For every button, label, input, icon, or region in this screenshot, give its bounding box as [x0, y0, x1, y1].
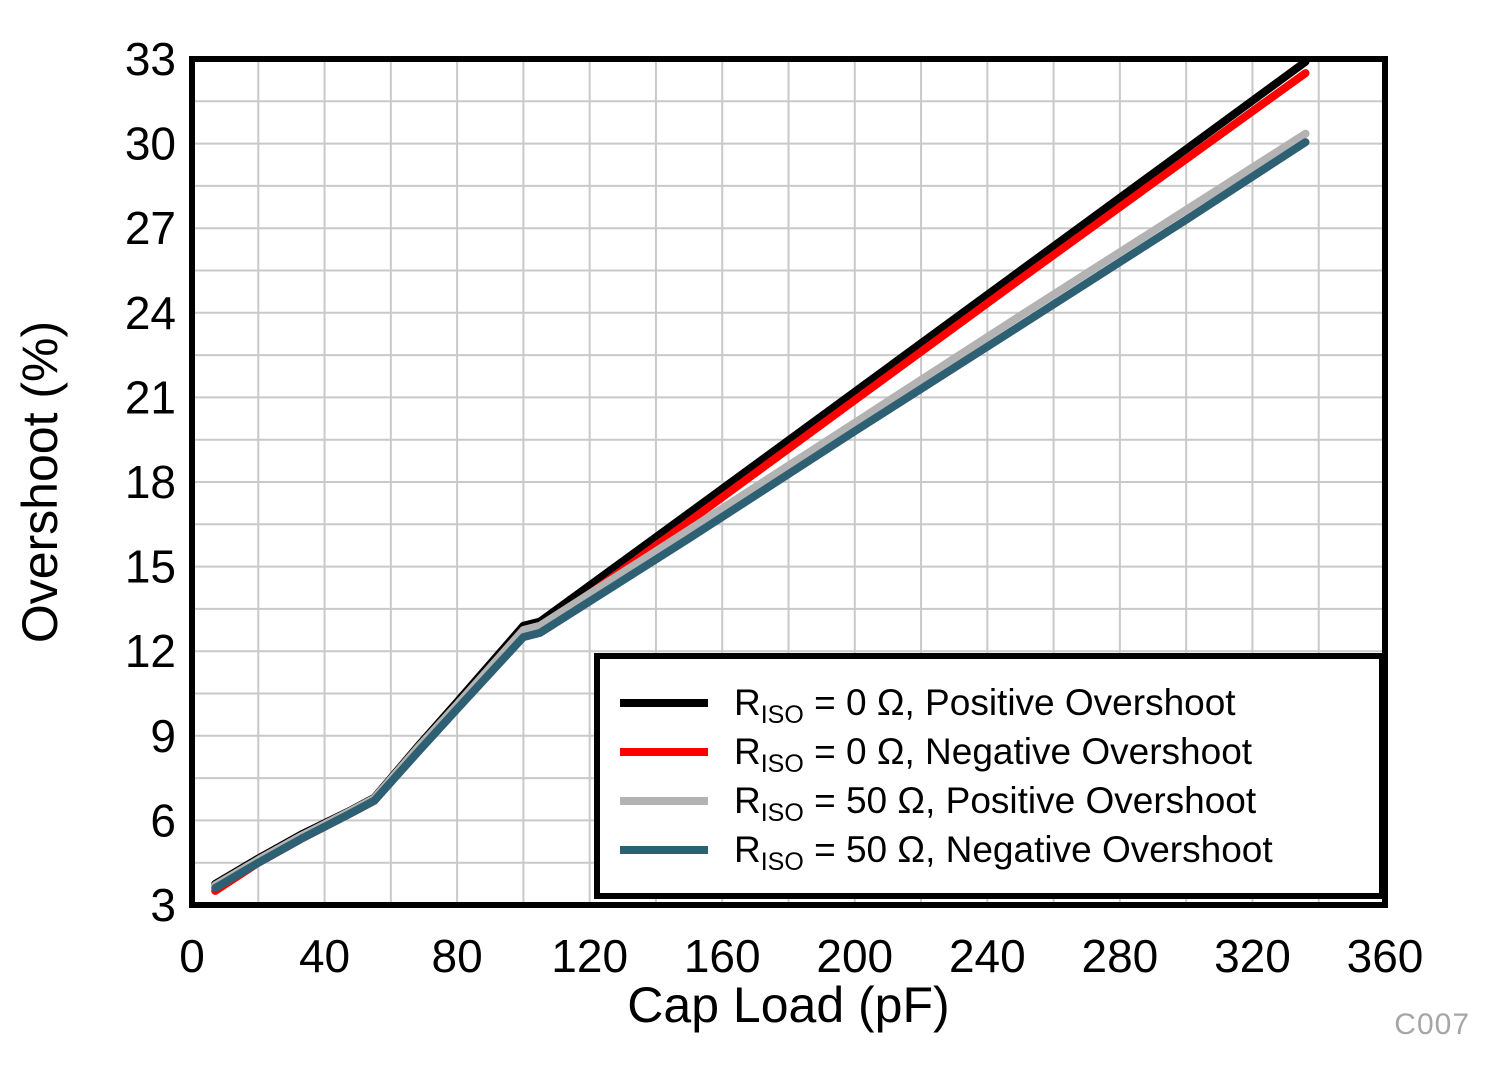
- x-tick-label: 0: [179, 930, 205, 982]
- y-tick-label: 3: [150, 879, 176, 931]
- y-tick-label: 12: [125, 625, 176, 677]
- legend-item-riso0-positive: RISO = 0 Ω, Positive Overshoot: [620, 678, 1379, 729]
- x-tick-label: 200: [816, 930, 893, 982]
- x-tick-label: 240: [949, 930, 1026, 982]
- legend-label: RISO = 0 Ω, Negative Overshoot: [734, 731, 1253, 778]
- y-tick-label: 9: [150, 710, 176, 762]
- x-tick-label: 320: [1214, 930, 1291, 982]
- legend-label: RISO = 0 Ω, Positive Overshoot: [734, 682, 1236, 729]
- y-tick-label: 21: [125, 371, 176, 423]
- x-tick-label: 280: [1082, 930, 1159, 982]
- legend-swatch-riso50-positive: [620, 796, 708, 805]
- legend: RISO = 0 Ω, Positive Overshoot RISO = 0 …: [594, 653, 1385, 899]
- figure-code: C007: [1394, 1008, 1470, 1041]
- y-tick-label: 30: [125, 118, 176, 170]
- x-tick-label: 160: [684, 930, 761, 982]
- x-axis-title: Cap Load (pF): [627, 977, 950, 1033]
- y-tick-label: 24: [125, 287, 176, 339]
- x-tick-label: 40: [299, 930, 350, 982]
- legend-swatch-riso0-negative: [620, 747, 708, 756]
- y-tick-label: 27: [125, 202, 176, 254]
- series-line-3: [211, 138, 1310, 893]
- x-tick-label: 80: [432, 930, 483, 982]
- legend-item-riso0-negative: RISO = 0 Ω, Negative Overshoot: [620, 727, 1379, 778]
- plot-frame: [189, 56, 1388, 908]
- y-tick-label: 33: [125, 33, 176, 85]
- y-tick-label: 15: [125, 541, 176, 593]
- y-tick-label: 6: [150, 794, 176, 846]
- legend-swatch-riso50-negative: [620, 845, 708, 854]
- legend-swatch-riso0-positive: [620, 698, 708, 707]
- y-tick-label: 18: [125, 456, 176, 508]
- x-tick-label: 360: [1347, 930, 1424, 982]
- legend-label: RISO = 50 Ω, Positive Overshoot: [734, 780, 1257, 827]
- legend-label: RISO = 50 Ω, Negative Overshoot: [734, 829, 1273, 876]
- x-tick-label: 120: [551, 930, 628, 982]
- legend-item-riso50-positive: RISO = 50 Ω, Positive Overshoot: [620, 776, 1379, 827]
- y-axis-title: Overshoot (%): [12, 320, 68, 644]
- legend-item-riso50-negative: RISO = 50 Ω, Negative Overshoot: [620, 825, 1379, 876]
